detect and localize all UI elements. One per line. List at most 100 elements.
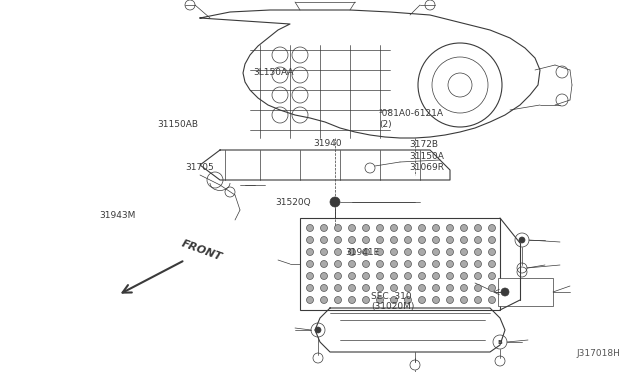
Circle shape	[488, 285, 495, 292]
Circle shape	[307, 273, 314, 279]
Circle shape	[404, 237, 412, 244]
Circle shape	[419, 224, 426, 231]
Circle shape	[404, 296, 412, 304]
Text: B: B	[497, 340, 502, 344]
Circle shape	[307, 296, 314, 304]
Circle shape	[447, 285, 454, 292]
Circle shape	[390, 296, 397, 304]
Circle shape	[315, 327, 321, 333]
Circle shape	[390, 224, 397, 231]
Circle shape	[307, 285, 314, 292]
Circle shape	[488, 237, 495, 244]
Text: 31941E: 31941E	[346, 248, 380, 257]
Circle shape	[390, 248, 397, 256]
Text: 31150A: 31150A	[410, 152, 444, 161]
Circle shape	[488, 224, 495, 231]
Text: 31940: 31940	[314, 139, 342, 148]
Circle shape	[474, 237, 481, 244]
Circle shape	[362, 285, 369, 292]
Circle shape	[433, 224, 440, 231]
Circle shape	[307, 224, 314, 231]
Text: 3L150AA: 3L150AA	[253, 68, 293, 77]
Circle shape	[362, 260, 369, 267]
FancyBboxPatch shape	[498, 278, 553, 306]
Circle shape	[404, 224, 412, 231]
Text: 3172B: 3172B	[410, 140, 438, 149]
Text: FRONT: FRONT	[180, 238, 223, 263]
Circle shape	[321, 260, 328, 267]
Circle shape	[376, 273, 383, 279]
Circle shape	[461, 273, 467, 279]
Circle shape	[433, 285, 440, 292]
Circle shape	[362, 296, 369, 304]
Circle shape	[447, 296, 454, 304]
Circle shape	[404, 285, 412, 292]
Circle shape	[349, 285, 355, 292]
Circle shape	[321, 248, 328, 256]
Circle shape	[419, 273, 426, 279]
Circle shape	[335, 285, 342, 292]
Circle shape	[461, 237, 467, 244]
Circle shape	[474, 273, 481, 279]
Circle shape	[390, 237, 397, 244]
Text: ³081A0-6121A
(2): ³081A0-6121A (2)	[379, 109, 444, 129]
Circle shape	[335, 237, 342, 244]
Circle shape	[433, 248, 440, 256]
Text: 31069R: 31069R	[410, 163, 445, 172]
Circle shape	[307, 248, 314, 256]
Circle shape	[447, 260, 454, 267]
Circle shape	[404, 260, 412, 267]
Circle shape	[390, 260, 397, 267]
Circle shape	[376, 296, 383, 304]
Circle shape	[488, 248, 495, 256]
Circle shape	[321, 237, 328, 244]
Circle shape	[349, 224, 355, 231]
Circle shape	[390, 273, 397, 279]
Circle shape	[419, 296, 426, 304]
Circle shape	[335, 296, 342, 304]
Circle shape	[419, 248, 426, 256]
Circle shape	[501, 288, 509, 296]
Circle shape	[335, 224, 342, 231]
Circle shape	[390, 285, 397, 292]
Circle shape	[376, 260, 383, 267]
Circle shape	[362, 237, 369, 244]
Circle shape	[376, 285, 383, 292]
Circle shape	[307, 237, 314, 244]
Circle shape	[419, 237, 426, 244]
Circle shape	[349, 237, 355, 244]
Circle shape	[461, 248, 467, 256]
Circle shape	[419, 260, 426, 267]
Circle shape	[419, 285, 426, 292]
Circle shape	[474, 285, 481, 292]
Circle shape	[474, 248, 481, 256]
Circle shape	[376, 237, 383, 244]
Circle shape	[433, 260, 440, 267]
Circle shape	[321, 296, 328, 304]
Circle shape	[362, 248, 369, 256]
Circle shape	[474, 260, 481, 267]
Circle shape	[447, 237, 454, 244]
Text: 31705: 31705	[186, 163, 214, 172]
Circle shape	[404, 273, 412, 279]
Circle shape	[349, 260, 355, 267]
Circle shape	[461, 296, 467, 304]
Circle shape	[321, 224, 328, 231]
Circle shape	[447, 273, 454, 279]
Circle shape	[362, 224, 369, 231]
Circle shape	[433, 273, 440, 279]
Circle shape	[376, 248, 383, 256]
Circle shape	[447, 224, 454, 231]
Circle shape	[349, 296, 355, 304]
Circle shape	[433, 237, 440, 244]
Circle shape	[349, 248, 355, 256]
Circle shape	[335, 248, 342, 256]
Circle shape	[474, 224, 481, 231]
Circle shape	[474, 296, 481, 304]
Circle shape	[376, 224, 383, 231]
Circle shape	[461, 285, 467, 292]
Text: 31150AB: 31150AB	[157, 120, 198, 129]
Circle shape	[447, 248, 454, 256]
Circle shape	[321, 285, 328, 292]
Circle shape	[362, 273, 369, 279]
